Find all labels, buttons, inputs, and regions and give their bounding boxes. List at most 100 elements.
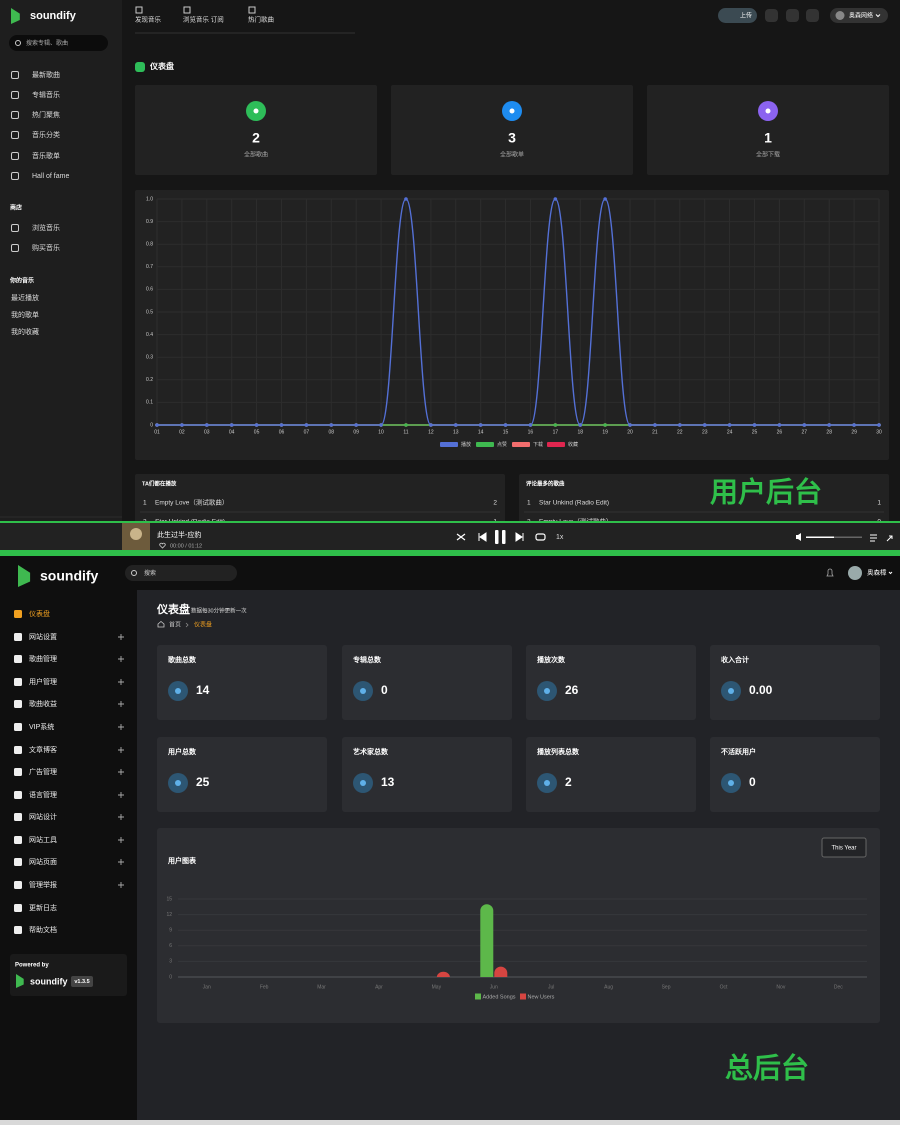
y-tick-label: 0.9 (146, 219, 153, 225)
expand-plus[interactable] (118, 634, 124, 640)
menu-icon (14, 881, 22, 889)
menu-icon (11, 131, 19, 139)
line-point (453, 423, 458, 427)
speed[interactable]: 1x (556, 534, 564, 541)
admin-stat-label: 歌曲总数 (168, 655, 197, 664)
admin-stat-card (157, 737, 327, 812)
legend-swatch (440, 442, 458, 447)
menu-icon (11, 224, 19, 232)
heart-icon (159, 542, 166, 549)
track-time: 00:00 / 01:12 (170, 543, 202, 549)
admin-menu-item[interactable]: 用户管理 (29, 677, 57, 686)
admin-menu-item[interactable]: 语言管理 (29, 790, 57, 799)
admin-stat-icon-dot (360, 780, 366, 786)
nav-item[interactable]: 发现音乐 (135, 15, 162, 24)
expand-plus[interactable] (118, 769, 124, 775)
admin-search-placeholder[interactable]: 搜索 (144, 569, 156, 577)
x-tick-label: Mar (317, 984, 326, 990)
menu-item[interactable]: 音乐歌单 (32, 151, 60, 160)
section-heading: 你的音乐 (9, 277, 34, 285)
shuffle-icon[interactable] (456, 533, 466, 541)
menu-item[interactable]: Hall of fame (32, 173, 69, 180)
x-tick-label: 28 (826, 429, 832, 435)
period-button-label[interactable]: This Year (831, 846, 856, 852)
upload-label[interactable]: 上传 (740, 12, 752, 20)
expand-plus[interactable] (118, 814, 124, 820)
menu-item[interactable]: 最新歌曲 (32, 70, 60, 79)
admin-menu-item[interactable]: 歌曲收益 (29, 699, 57, 708)
menu-item[interactable]: 我的收藏 (11, 327, 39, 336)
admin-stat-label: 播放次数 (537, 655, 566, 664)
admin-menu-item[interactable]: VIP系统 (29, 722, 54, 731)
nav-item[interactable]: 热门歌曲 (248, 15, 274, 24)
bell-icon (826, 568, 834, 577)
admin-stat-value: 25 (196, 775, 210, 789)
menu-icon (14, 610, 22, 618)
admin-search (125, 565, 237, 581)
admin-chart-card (157, 828, 880, 1023)
admin-menu-item[interactable]: 文章博客 (29, 745, 57, 754)
menu-item[interactable]: 热门聚焦 (32, 110, 60, 119)
expand-plus[interactable] (118, 724, 124, 730)
admin-user[interactable]: 奥森樟 (867, 568, 887, 577)
next-icon[interactable] (515, 532, 524, 542)
x-tick-label: Nov (776, 984, 785, 990)
chart-card (135, 190, 889, 460)
menu-item[interactable]: 最近播放 (11, 293, 39, 302)
y-tick-label: 0.5 (146, 309, 153, 315)
bar (494, 966, 508, 977)
admin-menu-item[interactable]: 网站页面 (29, 857, 57, 866)
admin-stat-label: 专辑总数 (353, 655, 382, 664)
menu-item[interactable]: 专辑音乐 (32, 90, 60, 99)
list-card (135, 474, 505, 534)
admin-avatar (848, 566, 862, 580)
menu-item[interactable]: 浏览音乐 (32, 223, 60, 232)
x-tick-label: Apr (375, 984, 383, 990)
expand-plus[interactable] (118, 882, 124, 888)
list-rank: 1 (527, 500, 531, 507)
admin-menu-item[interactable]: 仪表盘 (29, 609, 50, 618)
list-name[interactable]: Empty Love（测试歌曲） (155, 498, 228, 507)
admin-menu-item[interactable]: 更新日志 (29, 903, 57, 912)
expand-plus[interactable] (118, 679, 124, 685)
admin-menu-item[interactable]: 管理举报 (29, 880, 57, 889)
stat-card (647, 85, 889, 175)
x-tick-label: 01 (154, 429, 160, 435)
x-tick-label: 26 (777, 429, 783, 435)
list-title: 评论最多的歌曲 (526, 479, 565, 487)
prev-icon[interactable] (478, 532, 487, 542)
x-tick-label: Sep (662, 984, 671, 990)
menu-item[interactable]: 我的歌单 (11, 310, 39, 319)
menu-icon (14, 633, 22, 641)
list-name[interactable]: Star Unkind (Radio Edit) (539, 500, 609, 507)
breadcrumb-item[interactable]: 首页 (169, 621, 181, 629)
menu-item[interactable]: 音乐分类 (32, 130, 60, 139)
logo-icon (18, 565, 31, 587)
admin-menu-item[interactable]: 网站设置 (29, 632, 57, 641)
menu-icon (14, 836, 22, 844)
player-top-line (0, 521, 900, 523)
admin-menu-item[interactable]: 网站设计 (29, 812, 57, 821)
search-placeholder[interactable]: 搜索专辑、歌曲 (26, 39, 68, 47)
expand-plus[interactable] (118, 859, 124, 865)
nav-item[interactable]: 浏览音乐 订阅 (183, 15, 224, 24)
admin-menu-item[interactable]: 歌曲管理 (29, 654, 57, 663)
y-tick-label: 0.7 (146, 264, 153, 270)
line-point (329, 423, 334, 427)
list-title: TA们都在播放 (142, 479, 177, 487)
expand-plus[interactable] (118, 701, 124, 707)
expand-plus[interactable] (118, 837, 124, 843)
expand-plus[interactable] (118, 792, 124, 798)
admin-stat-card (342, 737, 512, 812)
y-tick-label: 0.3 (146, 355, 153, 361)
menu-item[interactable]: 购买音乐 (32, 243, 60, 252)
admin-stat-card (526, 737, 696, 812)
expand-plus[interactable] (118, 747, 124, 753)
expand-plus[interactable] (118, 656, 124, 662)
admin-menu-item[interactable]: 网站工具 (29, 835, 57, 844)
user-name[interactable]: 奥森网络 (849, 12, 873, 20)
x-tick-label: 08 (328, 429, 334, 435)
admin-menu-item[interactable]: 帮助文档 (29, 925, 57, 934)
admin-menu-item[interactable]: 广告管理 (29, 767, 57, 776)
